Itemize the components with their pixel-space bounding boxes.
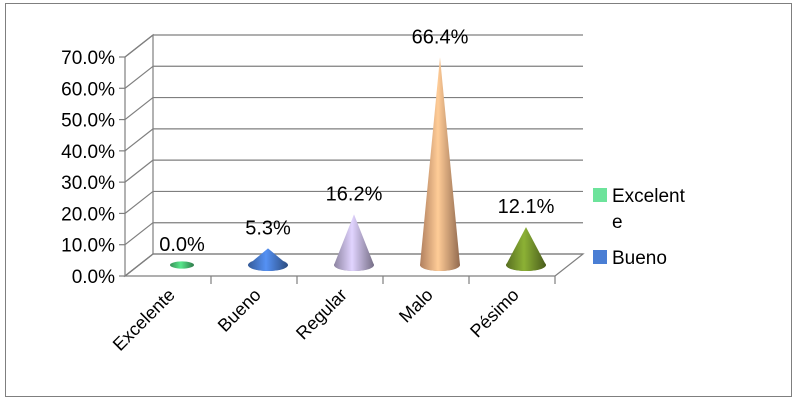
gridline-diagonal bbox=[124, 128, 154, 152]
data-label: 5.3% bbox=[245, 217, 291, 239]
data-label: 66.4% bbox=[412, 26, 469, 48]
legend: Excelent e Bueno bbox=[593, 186, 686, 269]
y-tick-label: 70.0% bbox=[61, 48, 115, 69]
cone-base bbox=[170, 261, 194, 269]
cone-malo bbox=[420, 57, 460, 272]
x-tick-label: Excelente bbox=[109, 285, 179, 355]
gridline-diagonal bbox=[124, 253, 154, 277]
cones bbox=[170, 57, 546, 272]
y-tick-label: 0.0% bbox=[72, 267, 115, 288]
gridline-diagonal bbox=[124, 159, 154, 183]
cone-body bbox=[420, 57, 460, 272]
data-labels: 0.0% 5.3% 16.2% 66.4% 12.1% bbox=[159, 26, 554, 256]
gridline-diagonal bbox=[124, 34, 154, 58]
cone-excelente bbox=[170, 261, 194, 269]
cone-body bbox=[248, 248, 288, 271]
legend-swatch bbox=[593, 188, 607, 202]
gridline-diagonal bbox=[124, 97, 154, 121]
y-axis: 0.0% 10.0% 20.0% 30.0% 40.0% 50.0% 60.0% 70.0% bbox=[61, 48, 115, 288]
legend-label: Excelent bbox=[612, 186, 686, 207]
y-tick-label: 20.0% bbox=[61, 204, 115, 225]
chart-left-wall bbox=[124, 33, 154, 278]
x-tick-label: Pésimo bbox=[466, 285, 523, 342]
x-tick-label: Malo bbox=[395, 285, 437, 327]
cone-body bbox=[506, 227, 546, 271]
legend-item: Excelent e bbox=[593, 186, 686, 233]
y-tick-label: 40.0% bbox=[61, 142, 115, 163]
legend-item: Bueno bbox=[593, 248, 667, 269]
y-tick-label: 60.0% bbox=[61, 79, 115, 100]
data-label: 16.2% bbox=[326, 183, 383, 205]
legend-swatch bbox=[593, 250, 607, 264]
y-tick-label: 50.0% bbox=[61, 111, 115, 132]
y-tick-label: 30.0% bbox=[61, 173, 115, 194]
gridline-diagonal bbox=[124, 190, 154, 214]
cone-regular bbox=[334, 214, 374, 271]
y-tick-label: 10.0% bbox=[61, 236, 115, 257]
data-label: 12.1% bbox=[498, 196, 555, 218]
data-label: 0.0% bbox=[159, 234, 205, 256]
x-tick-label: Bueno bbox=[214, 285, 265, 336]
chart-frame bbox=[5, 3, 792, 397]
x-axis: Excelente Bueno Regular Malo Pésimo bbox=[109, 276, 556, 355]
cone-bueno bbox=[248, 248, 288, 271]
gridline-diagonal bbox=[124, 65, 154, 89]
gridlines bbox=[119, 34, 583, 277]
x-tick-label: Regular bbox=[292, 285, 351, 344]
legend-label: Bueno bbox=[612, 248, 667, 269]
cone-pésimo bbox=[506, 227, 546, 271]
cone-body bbox=[334, 214, 374, 271]
gridline-diagonal bbox=[124, 222, 154, 246]
legend-label: e bbox=[612, 212, 623, 233]
